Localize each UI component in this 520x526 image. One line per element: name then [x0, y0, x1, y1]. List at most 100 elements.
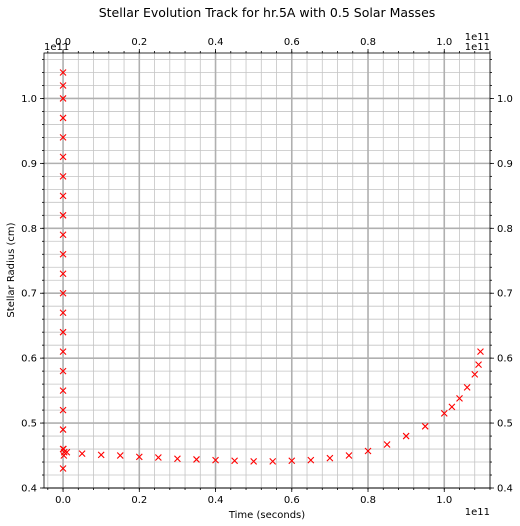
data-point-stroke — [269, 457, 277, 465]
data-point — [231, 457, 238, 465]
data-point — [456, 395, 463, 402]
y-tick-label-right: 0.9 — [497, 159, 513, 170]
data-point — [59, 211, 67, 219]
y-offset-text-left: 1e11 — [44, 42, 69, 53]
y-tick-label-right: 0.4 — [497, 484, 513, 495]
x-tick-label-top: 0.2 — [131, 37, 147, 48]
data-point — [471, 370, 479, 378]
data-point-stroke — [59, 465, 67, 472]
data-point — [448, 403, 456, 411]
y-tick-label-left: 0.8 — [21, 224, 37, 235]
y-offset-text-right: 1e11 — [465, 42, 490, 53]
data-point-stroke — [250, 457, 258, 465]
x-tick-label-top: 0.8 — [360, 37, 376, 48]
data-point-stroke — [345, 452, 353, 459]
data-point-stroke — [456, 395, 463, 402]
data-point — [59, 465, 67, 472]
data-point-stroke — [59, 211, 67, 219]
x-tick-label-bottom: 0.8 — [360, 495, 376, 506]
data-point — [59, 328, 67, 336]
data-point-stroke — [402, 432, 410, 440]
data-point — [383, 441, 391, 448]
data-point — [59, 231, 67, 239]
x-tick-label-top: 0.0 — [55, 37, 71, 48]
data-point — [345, 452, 353, 459]
data-point — [288, 457, 296, 465]
data-point-stroke — [59, 367, 67, 375]
data-point — [59, 114, 67, 122]
data-point — [59, 250, 67, 258]
data-point-stroke — [421, 422, 429, 430]
data-point-stroke — [97, 451, 105, 459]
data-point-stroke — [59, 250, 67, 258]
data-point-stroke — [59, 82, 67, 89]
data-point-stroke — [364, 447, 372, 455]
data-point-stroke — [475, 361, 482, 369]
data-point — [59, 387, 67, 395]
data-point-stroke — [463, 383, 471, 391]
x-tick-label-bottom: 0.2 — [131, 495, 147, 506]
x-tick-label-bottom: 0.6 — [284, 495, 300, 506]
data-point — [250, 457, 258, 465]
data-point-stroke — [59, 309, 67, 317]
data-point — [59, 192, 67, 200]
x-tick-label-top: 0.4 — [208, 37, 224, 48]
data-point — [59, 153, 67, 161]
data-point-stroke — [477, 348, 484, 356]
axis-ticks — [40, 49, 494, 492]
data-point-stroke — [59, 192, 67, 200]
axis-tick-labels: 0.0 0.0 0.2 0.2 0.4 0.4 0.6 0.6 0.8 0.8 1.0 1.0 0.4 0… — [21, 37, 513, 506]
x-tick-label-top: 1.0 — [436, 37, 452, 48]
x-tick-label-bottom: 0.4 — [208, 495, 224, 506]
y-tick-label-left: 0.5 — [21, 419, 37, 430]
y-tick-label-left: 0.7 — [21, 289, 37, 300]
data-point-stroke — [59, 348, 67, 356]
data-point — [60, 448, 68, 456]
data-point-stroke — [448, 403, 456, 411]
data-point-stroke — [116, 452, 124, 459]
data-point-stroke — [59, 172, 67, 180]
y-tick-label-left: 0.6 — [21, 354, 37, 365]
data-point-stroke — [59, 289, 67, 297]
data-point-stroke — [63, 448, 71, 456]
data-point — [78, 450, 86, 457]
data-point — [59, 172, 67, 180]
data-point — [59, 426, 67, 433]
x-offset-text-bottom: 1e11 — [465, 507, 490, 518]
data-point-stroke — [59, 387, 67, 395]
data-point — [212, 456, 219, 464]
data-point — [269, 457, 277, 465]
data-point-stroke — [60, 445, 67, 453]
y-tick-label-right: 0.5 — [497, 419, 513, 430]
x-offset-text-top: 1e11 — [465, 32, 490, 43]
data-series — [59, 69, 484, 472]
data-point — [402, 432, 410, 440]
data-point — [59, 309, 67, 317]
data-point-stroke — [59, 153, 67, 161]
data-point-stroke — [193, 456, 200, 463]
data-point-stroke — [59, 69, 67, 76]
x-tick-label-bottom: 1.0 — [436, 495, 452, 506]
data-point — [440, 409, 448, 417]
x-axis-label: Time (seconds) — [228, 510, 305, 521]
data-point — [475, 361, 482, 369]
x-tick-label-bottom: 0.0 — [55, 495, 71, 506]
plot-frame — [43, 52, 491, 489]
data-point — [463, 383, 471, 391]
data-point-stroke — [59, 328, 67, 336]
y-tick-label-right: 1.0 — [497, 94, 513, 105]
data-point — [59, 367, 67, 375]
data-point-stroke — [440, 409, 448, 417]
x-tick-label-top: 0.6 — [284, 37, 300, 48]
data-point — [174, 455, 181, 463]
data-point — [364, 447, 372, 455]
data-point — [193, 456, 200, 463]
y-tick-label-right: 0.7 — [497, 289, 513, 300]
data-point-stroke — [326, 454, 334, 462]
y-tick-label-right: 0.8 — [497, 224, 513, 235]
major-grid — [44, 53, 490, 489]
data-point — [135, 453, 143, 461]
data-point-stroke — [78, 450, 86, 457]
